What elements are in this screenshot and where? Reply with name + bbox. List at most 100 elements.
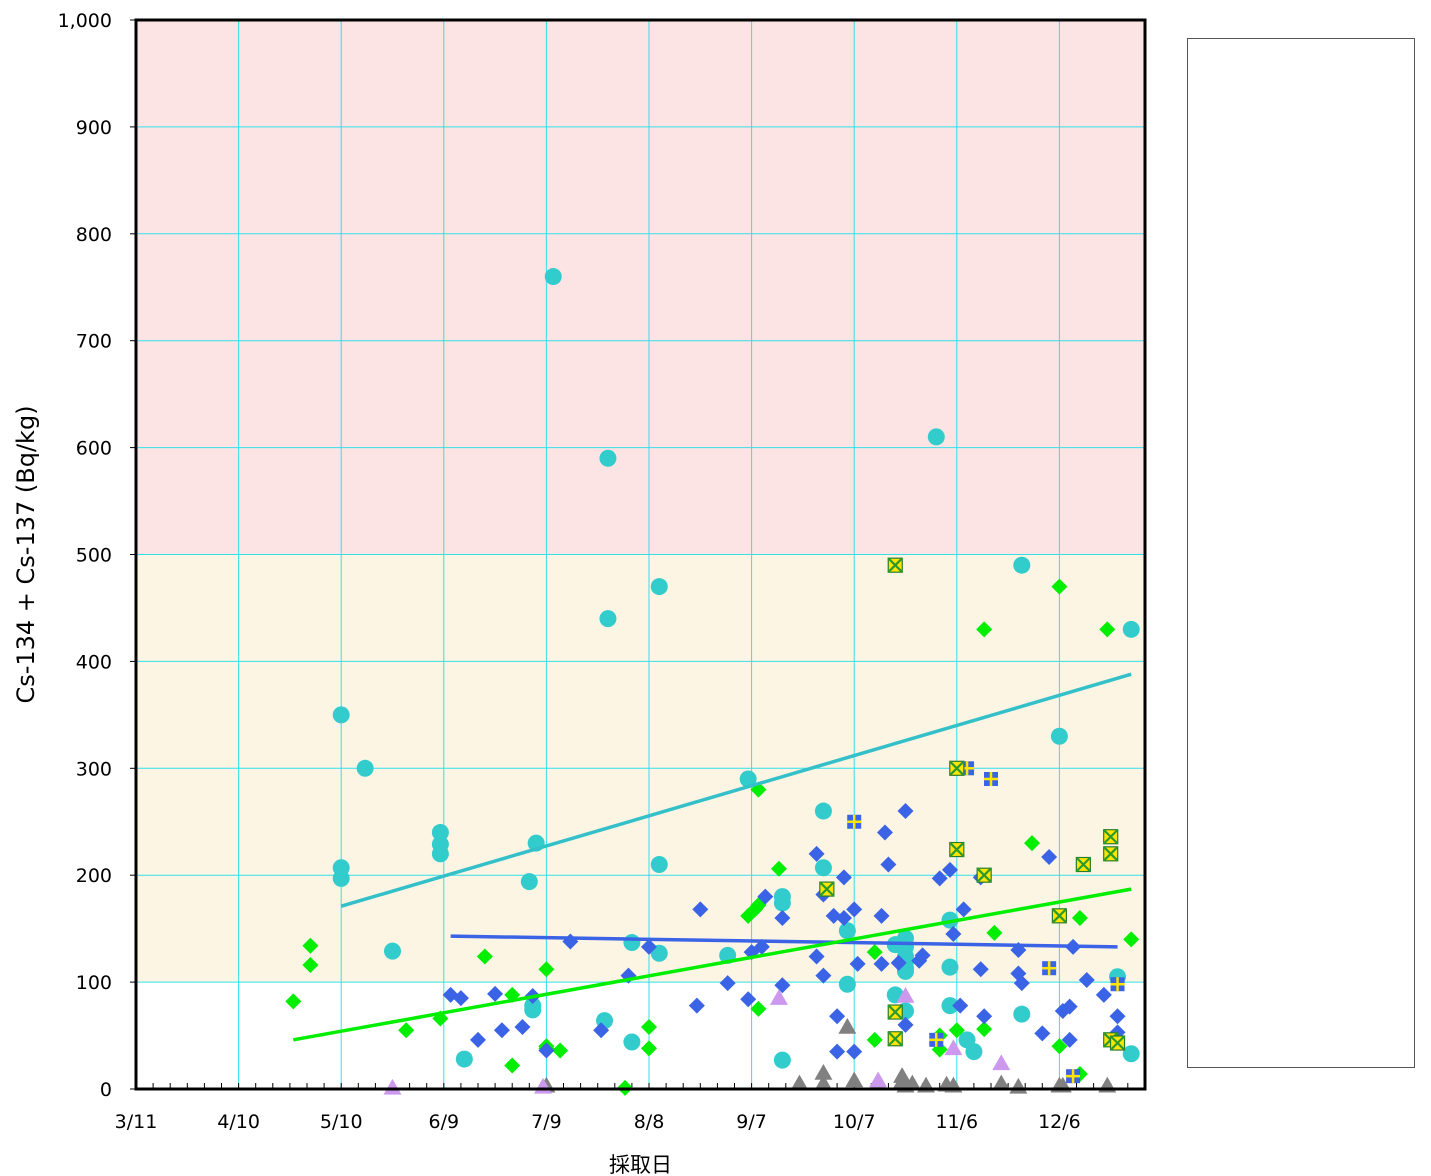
data-point	[1051, 1038, 1068, 1055]
data-point	[538, 1042, 555, 1059]
data-point	[1050, 727, 1068, 745]
data-point	[431, 845, 449, 863]
background-band-0	[136, 20, 1145, 555]
data-point	[740, 991, 757, 1008]
data-point	[1061, 1031, 1078, 1048]
data-point	[986, 924, 1003, 941]
data-point	[1013, 975, 1030, 992]
data-point	[599, 449, 617, 467]
data-point	[976, 1008, 993, 1025]
data-point	[1102, 828, 1119, 845]
data-point	[869, 1071, 888, 1088]
data-point	[931, 870, 948, 887]
data-point	[1013, 556, 1031, 574]
data-point	[285, 993, 302, 1010]
data-point	[887, 1004, 904, 1020]
data-point	[470, 1031, 486, 1048]
data-point	[1123, 931, 1140, 948]
data-point	[650, 578, 668, 596]
x-tick-label: 6/9	[429, 1111, 460, 1133]
data-point	[976, 867, 992, 883]
data-point	[819, 881, 835, 897]
data-point	[599, 610, 617, 628]
data-point	[814, 859, 832, 877]
data-point	[1009, 1077, 1028, 1094]
y-tick-label: 600	[76, 438, 112, 460]
data-point	[829, 1043, 846, 1060]
data-point	[949, 841, 965, 858]
data-point	[1042, 961, 1057, 976]
data-point	[493, 1022, 510, 1039]
data-point	[890, 954, 907, 971]
data-point	[692, 901, 709, 918]
marker-x	[819, 881, 835, 897]
data-point	[887, 557, 904, 573]
data-point	[808, 948, 825, 965]
data-point	[949, 760, 965, 777]
data-point	[847, 814, 862, 829]
data-point	[825, 907, 842, 924]
y-tick-label: 100	[76, 972, 112, 994]
data-point	[455, 1050, 473, 1068]
y-tick-label: 700	[76, 331, 112, 353]
data-point	[976, 1021, 993, 1038]
data-point	[984, 771, 998, 786]
x-tick-label: 3/11	[115, 1111, 158, 1133]
x-tick-label: 10/7	[833, 1111, 876, 1133]
data-point	[1075, 856, 1092, 873]
data-point	[1051, 578, 1068, 595]
y-tick-label: 300	[76, 758, 112, 780]
x-tick-label: 11/6	[935, 1111, 978, 1133]
data-point	[524, 1001, 542, 1019]
data-point	[641, 1040, 657, 1057]
data-point	[514, 1018, 531, 1035]
data-point	[992, 1074, 1011, 1091]
data-point	[829, 1008, 846, 1025]
data-point	[835, 909, 852, 926]
data-point	[476, 948, 493, 965]
data-point	[955, 901, 972, 918]
data-point	[1061, 998, 1078, 1015]
marker-x	[1075, 856, 1092, 873]
marker-x	[887, 557, 904, 573]
marker-x	[1102, 828, 1119, 845]
marker-x	[949, 841, 965, 858]
data-point	[866, 1031, 883, 1048]
trendline-1	[340, 672, 1132, 908]
marker-x	[1102, 846, 1119, 862]
data-point	[1051, 908, 1068, 924]
data-point	[945, 925, 962, 942]
data-point	[1013, 1005, 1031, 1023]
data-point	[876, 824, 893, 841]
data-point	[650, 944, 668, 962]
legend-frame	[1187, 38, 1415, 1068]
data-point	[838, 922, 856, 940]
data-point	[1041, 849, 1058, 866]
data-point	[845, 1071, 864, 1088]
data-point	[846, 1043, 863, 1060]
data-point	[398, 1022, 415, 1039]
marker-x	[1109, 1035, 1126, 1051]
y-tick-label: 800	[76, 224, 112, 246]
data-point	[944, 1039, 963, 1056]
data-point	[774, 977, 791, 994]
data-point	[623, 1033, 641, 1051]
series-4	[819, 557, 1126, 1051]
data-point	[1024, 835, 1041, 852]
x-tick-label: 12/6	[1038, 1111, 1081, 1133]
data-point	[814, 1063, 833, 1080]
x-tick-label: 8/8	[634, 1111, 665, 1133]
data-point	[650, 856, 668, 874]
data-point	[880, 856, 897, 873]
plot-area-frame	[134, 18, 1147, 1091]
data-point	[302, 937, 319, 954]
data-point	[356, 759, 374, 777]
data-point	[887, 1030, 904, 1047]
data-point	[815, 967, 832, 984]
y-tick-label: 1,000	[58, 10, 112, 32]
data-point	[914, 947, 931, 964]
data-point	[846, 901, 863, 918]
x-axis-title: 採取日	[609, 1153, 672, 1176]
marker-x	[887, 1004, 904, 1020]
